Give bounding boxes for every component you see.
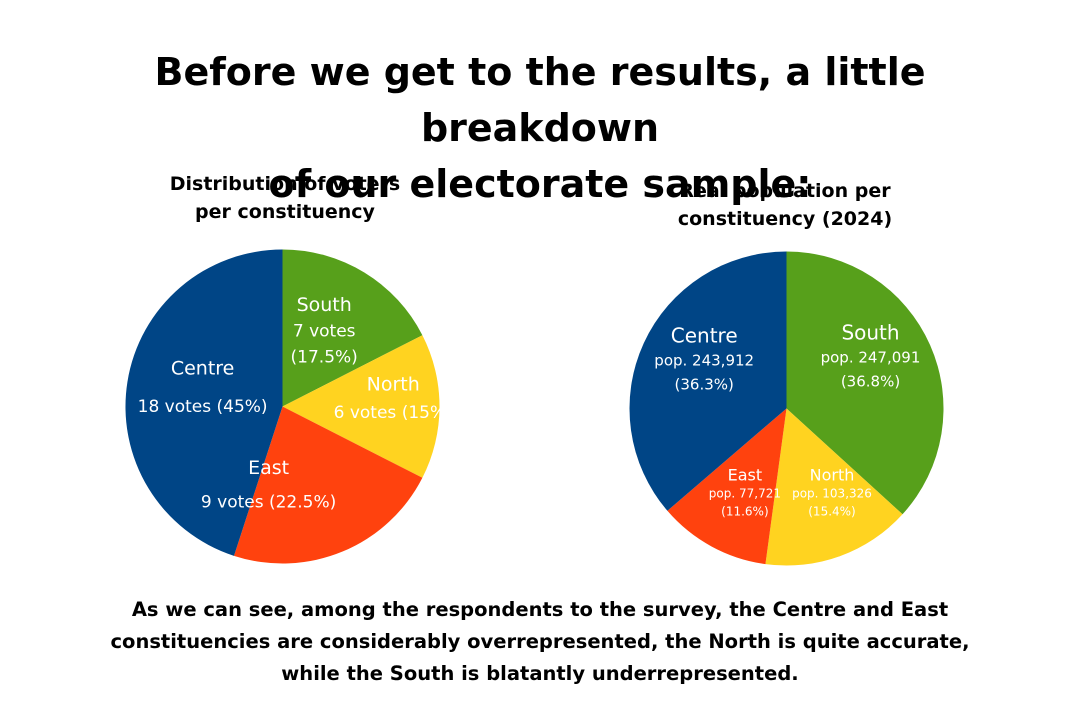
population-value-east-2: (11.6%): [721, 504, 768, 518]
population-label-east: East: [728, 465, 763, 484]
population-slice-south: [786, 251, 944, 515]
voters-slice-centre: [125, 249, 283, 556]
voters-pie-chart: South 7 votes (17.5%) North 6 votes (15%) Eas…: [125, 249, 453, 564]
population-chart-title-line-1: Real population per: [679, 180, 891, 202]
population-value-south-2: (36.8%): [841, 373, 900, 391]
voters-label-centre: Centre: [171, 358, 235, 380]
conclusion-line-3: while the South is blatantly underrepres…: [281, 662, 799, 685]
headline-line-2: of our electorate sample:: [268, 162, 812, 206]
voters-value-south-2: (17.5%): [291, 347, 358, 367]
voters-slice-north: [282, 335, 440, 478]
population-slice-east: [667, 408, 787, 565]
voters-label-north: North: [367, 373, 420, 395]
voters-slice-south: [282, 249, 423, 407]
conclusion-text: As we can see, among the respondents to …: [60, 594, 1020, 690]
population-pie-chart: South pop. 247,091 (36.8%) North pop. 103,32…: [629, 251, 944, 566]
population-chart-title-line-2: constituency (2024): [677, 208, 893, 230]
population-value-east-1: pop. 77,721: [709, 486, 781, 500]
page-headline: Before we get to the results, a little b…: [40, 44, 1040, 212]
conclusion-line-1: As we can see, among the respondents to …: [131, 598, 949, 621]
conclusion-line-2: constituencies are considerably overrepr…: [110, 630, 970, 653]
voters-value-east-1: 9 votes (22.5%): [201, 492, 336, 512]
population-slice-centre: [629, 251, 787, 511]
voters-slice-east: [233, 406, 423, 564]
voters-value-north-1: 6 votes (15%): [334, 403, 453, 423]
headline-line-1: Before we get to the results, a little b…: [154, 50, 926, 150]
voters-chart-title: Distribution of voters per constituency: [110, 170, 460, 226]
population-value-south-1: pop. 247,091: [821, 349, 921, 367]
voters-chart-title-line-2: per constituency: [195, 201, 375, 223]
population-value-centre-1: pop. 243,912: [654, 352, 754, 370]
population-chart-title: Real population per constituency (2024): [610, 177, 960, 233]
population-value-north-2: (15.4%): [808, 505, 855, 519]
voters-value-south-1: 7 votes: [293, 321, 356, 341]
voters-label-east: East: [248, 457, 289, 479]
population-label-north: North: [810, 466, 855, 485]
population-slice-north: [765, 408, 903, 566]
population-value-centre-2: (36.3%): [675, 376, 734, 394]
population-label-centre: Centre: [671, 324, 738, 348]
voters-chart-title-line-1: Distribution of voters: [169, 173, 401, 195]
population-label-south: South: [841, 321, 899, 345]
voters-label-south: South: [297, 294, 352, 316]
voters-value-centre-1: 18 votes (45%): [138, 397, 268, 417]
population-value-north-1: pop. 103,326: [792, 487, 872, 501]
